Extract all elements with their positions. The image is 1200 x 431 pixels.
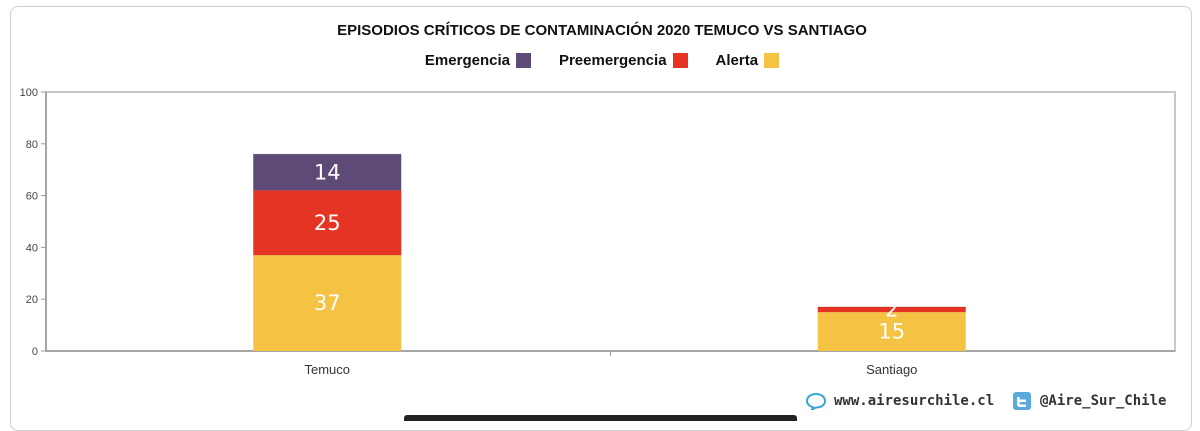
plot-area: [45, 91, 1176, 352]
y-tick-label: 80: [26, 139, 38, 151]
legend-swatch-preemergencia: [672, 53, 688, 68]
legend-label-preemergencia: Preemergencia: [558, 52, 667, 69]
twitter-text: @Aire_Sur_Chile: [1040, 393, 1167, 409]
chart-title: EPISODIOS CRÍTICOS DE CONTAMINACIÓN 2020…: [337, 22, 867, 39]
bottom-bar: [404, 415, 797, 421]
y-tick-label: 40: [26, 242, 38, 254]
data-label-preemergencia-santiago: 2: [885, 298, 898, 322]
website-text: www.airesurchile.cl: [834, 393, 995, 409]
legend-label-alerta: Alerta: [715, 52, 759, 69]
bar-preemergencia-temuco: [253, 190, 402, 256]
legend-item-emergencia[interactable]: Emergencia: [425, 52, 531, 69]
data-label-alerta-temuco: 37: [314, 291, 341, 315]
data-label-alerta-santiago: 15: [878, 320, 905, 344]
bar-emergencia-temuco: [253, 154, 402, 191]
legend-item-alerta[interactable]: Alerta: [716, 52, 780, 69]
x-category-label: Temuco: [304, 362, 350, 377]
y-tick-label: 60: [26, 191, 38, 203]
footer-twitter[interactable]: @Aire_Sur_Chile: [1012, 392, 1166, 410]
data-label-emergencia-temuco: 14: [314, 160, 341, 184]
y-tick-label: 100: [20, 87, 38, 99]
bar-alerta-santiago: [817, 312, 966, 351]
data-label-preemergencia-temuco: 25: [314, 211, 341, 235]
legend-swatch-alerta: [764, 53, 780, 68]
bar-alerta-temuco: [253, 255, 402, 351]
chart-frame: [10, 6, 1192, 431]
footer-website[interactable]: www.airesurchile.cl: [806, 392, 994, 410]
bar-preemergencia-santiago: [817, 306, 966, 313]
legend-item-preemergencia[interactable]: Preemergencia: [559, 52, 688, 69]
legend-label-emergencia: Emergencia: [424, 52, 510, 69]
y-tick-label: 20: [26, 294, 38, 306]
stacked-bar-chart: 0 20 40 60 80 100 37 25 14 Temuco 152 Santiago: [20, 87, 1176, 377]
x-category-label: Santiago: [866, 362, 917, 377]
twitter-icon: [1013, 392, 1031, 410]
y-tick-label: 0: [32, 346, 38, 358]
speech-bubble-icon: [806, 392, 826, 410]
chart-legend: Emergencia Preemergencia Alerta: [0, 52, 1200, 69]
legend-swatch-emergencia: [515, 53, 531, 68]
